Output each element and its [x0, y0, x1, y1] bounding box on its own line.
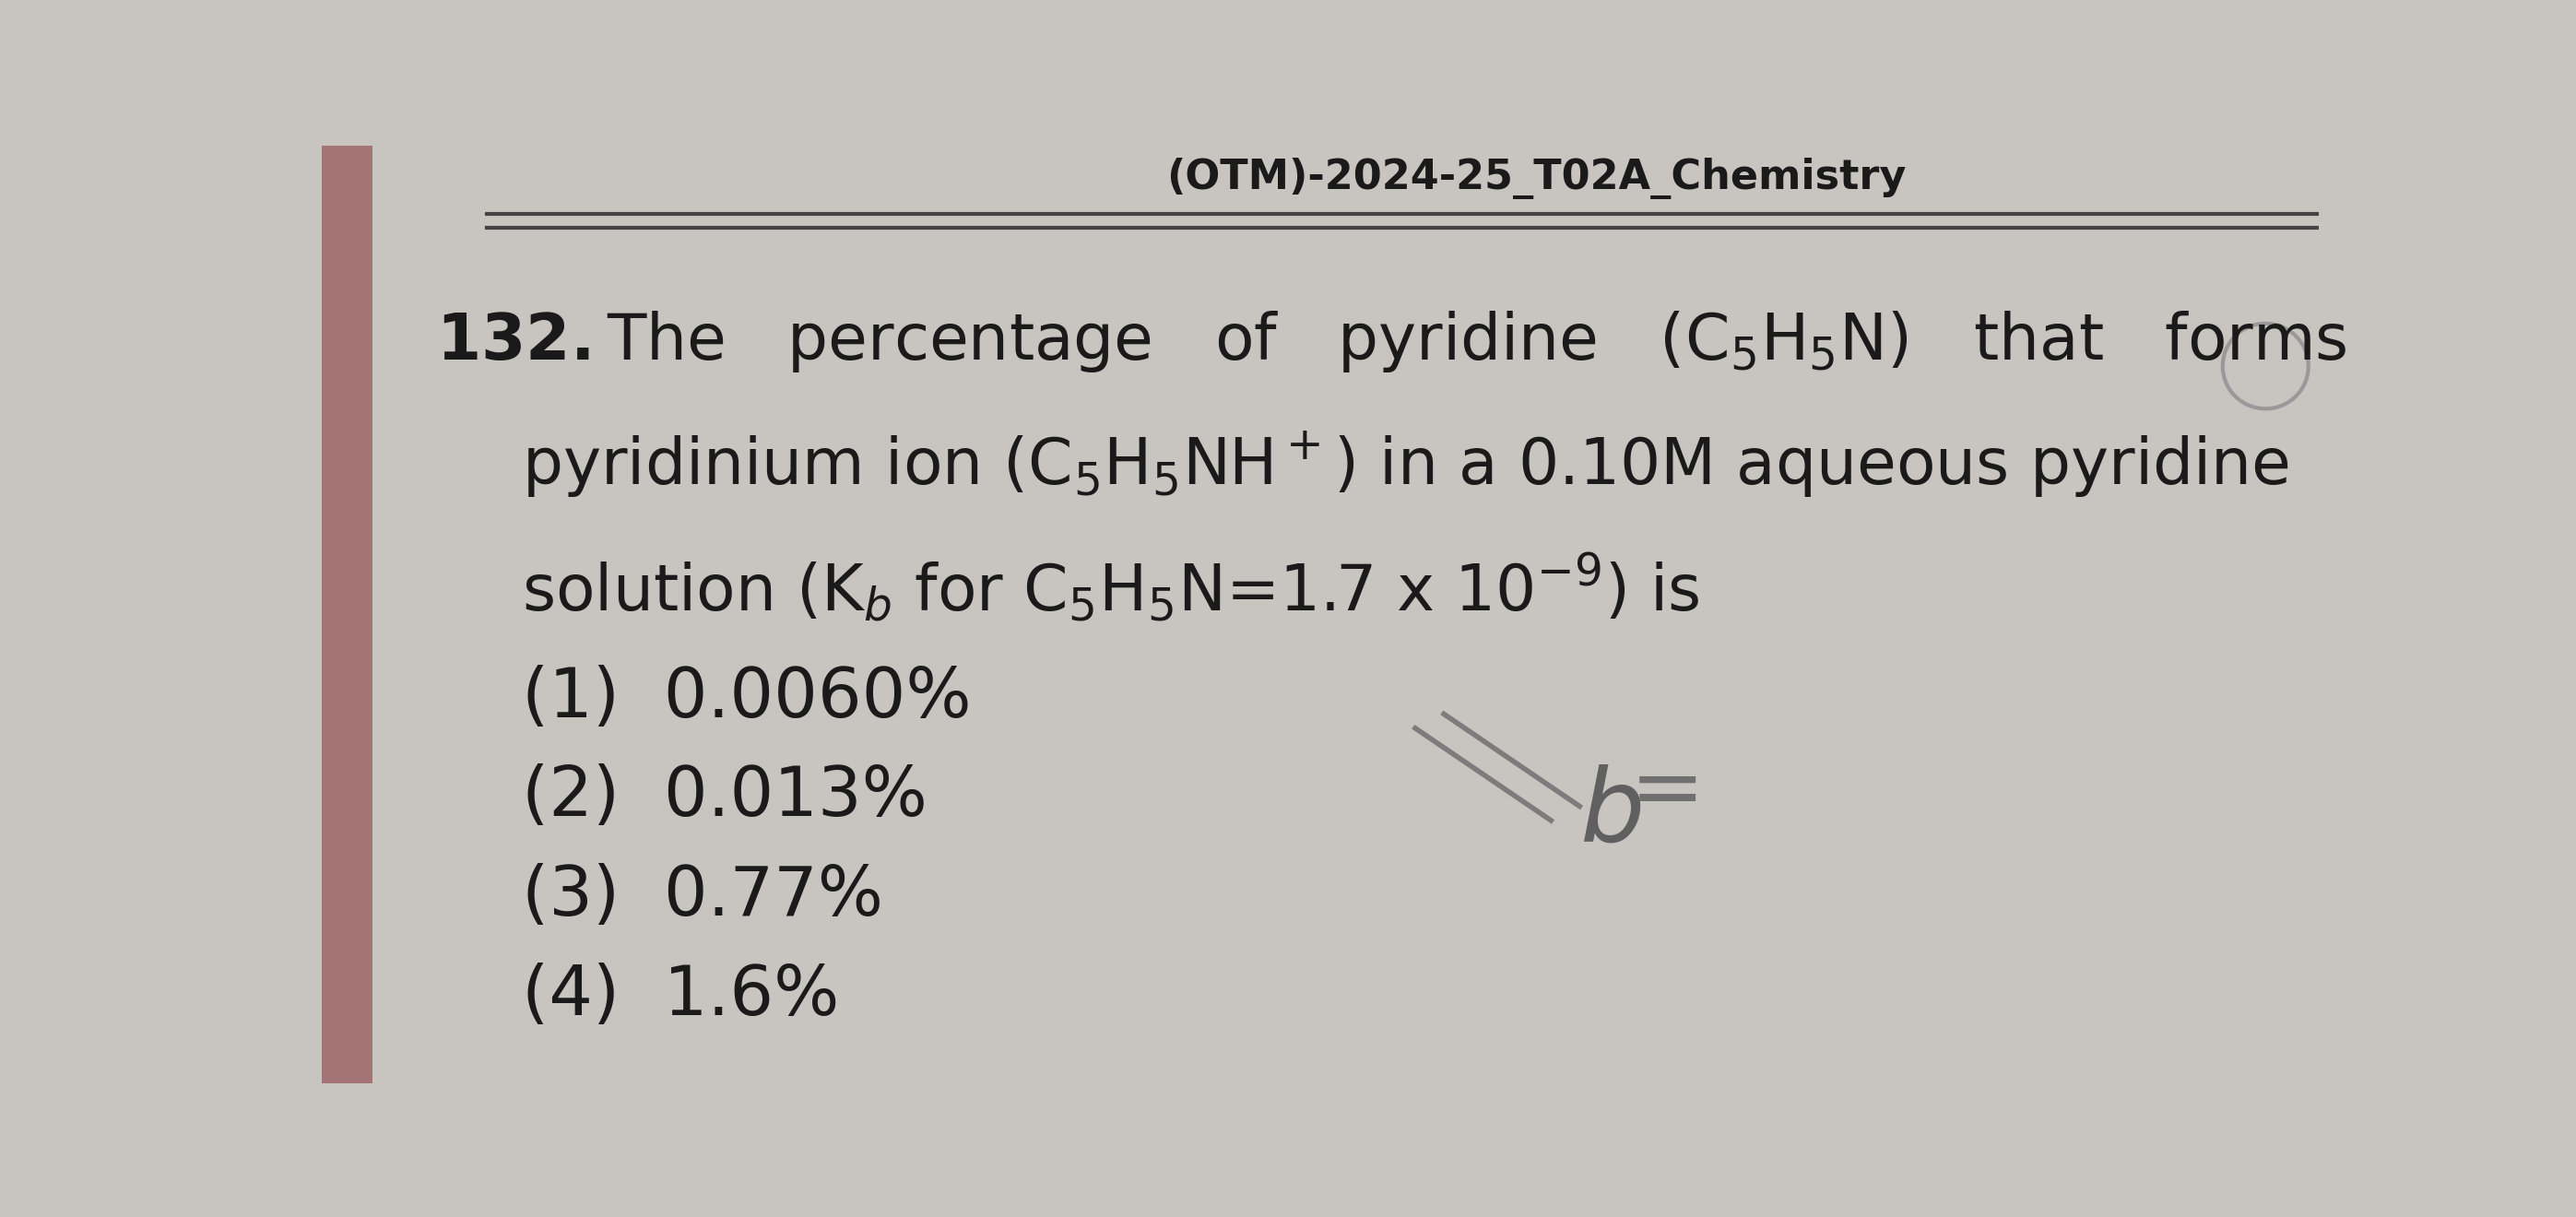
- Text: $b$: $b$: [1579, 764, 1641, 863]
- Text: $\mathbf{132.}$The   percentage   of   pyridine   (C$_5$H$_5$N)   that   forms: $\mathbf{132.}$The percentage of pyridin…: [435, 309, 2347, 375]
- Text: (2)  0.013%: (2) 0.013%: [523, 764, 927, 831]
- Text: (3)  0.77%: (3) 0.77%: [523, 863, 884, 930]
- Text: =: =: [1631, 750, 1705, 835]
- Text: (4)  1.6%: (4) 1.6%: [523, 963, 840, 1030]
- Text: pyridinium ion (C$_5$H$_5$NH$^+$) in a 0.10M aqueous pyridine: pyridinium ion (C$_5$H$_5$NH$^+$) in a 0…: [523, 430, 2290, 500]
- Text: (OTM)-2024-25_T02A_Chemistry: (OTM)-2024-25_T02A_Chemistry: [1167, 158, 1906, 200]
- Text: solution (K$_b$ for C$_5$H$_5$N=1.7 x 10$^{-9}$) is: solution (K$_b$ for C$_5$H$_5$N=1.7 x 10…: [523, 550, 1700, 623]
- Text: (1)  0.0060%: (1) 0.0060%: [523, 664, 971, 731]
- Bar: [322, 146, 371, 1083]
